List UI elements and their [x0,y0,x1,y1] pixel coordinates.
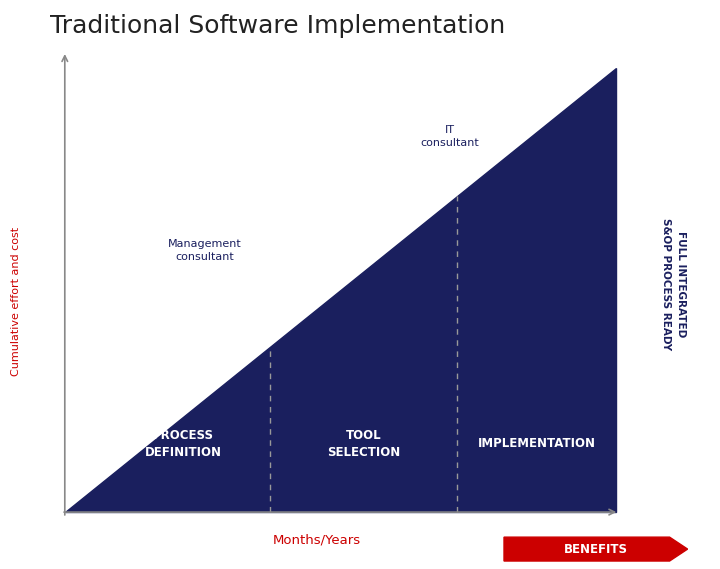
Text: Cumulative effort and cost: Cumulative effort and cost [11,227,21,376]
Text: Management
consultant: Management consultant [168,239,242,262]
FancyArrow shape [504,537,688,561]
Text: PROCESS
DEFINITION: PROCESS DEFINITION [145,429,222,459]
Text: IMPLEMENTATION: IMPLEMENTATION [477,438,595,450]
Text: IT
consultant: IT consultant [420,125,480,148]
Text: Traditional Software Implementation: Traditional Software Implementation [50,14,505,38]
Polygon shape [65,68,616,512]
Text: BENEFITS: BENEFITS [564,543,628,555]
Text: TOOL
SELECTION: TOOL SELECTION [327,429,400,459]
Text: Months/Years: Months/Years [273,533,361,546]
Text: FULL INTEGRATED
S&OP PROCESS READY: FULL INTEGRATED S&OP PROCESS READY [661,218,685,351]
